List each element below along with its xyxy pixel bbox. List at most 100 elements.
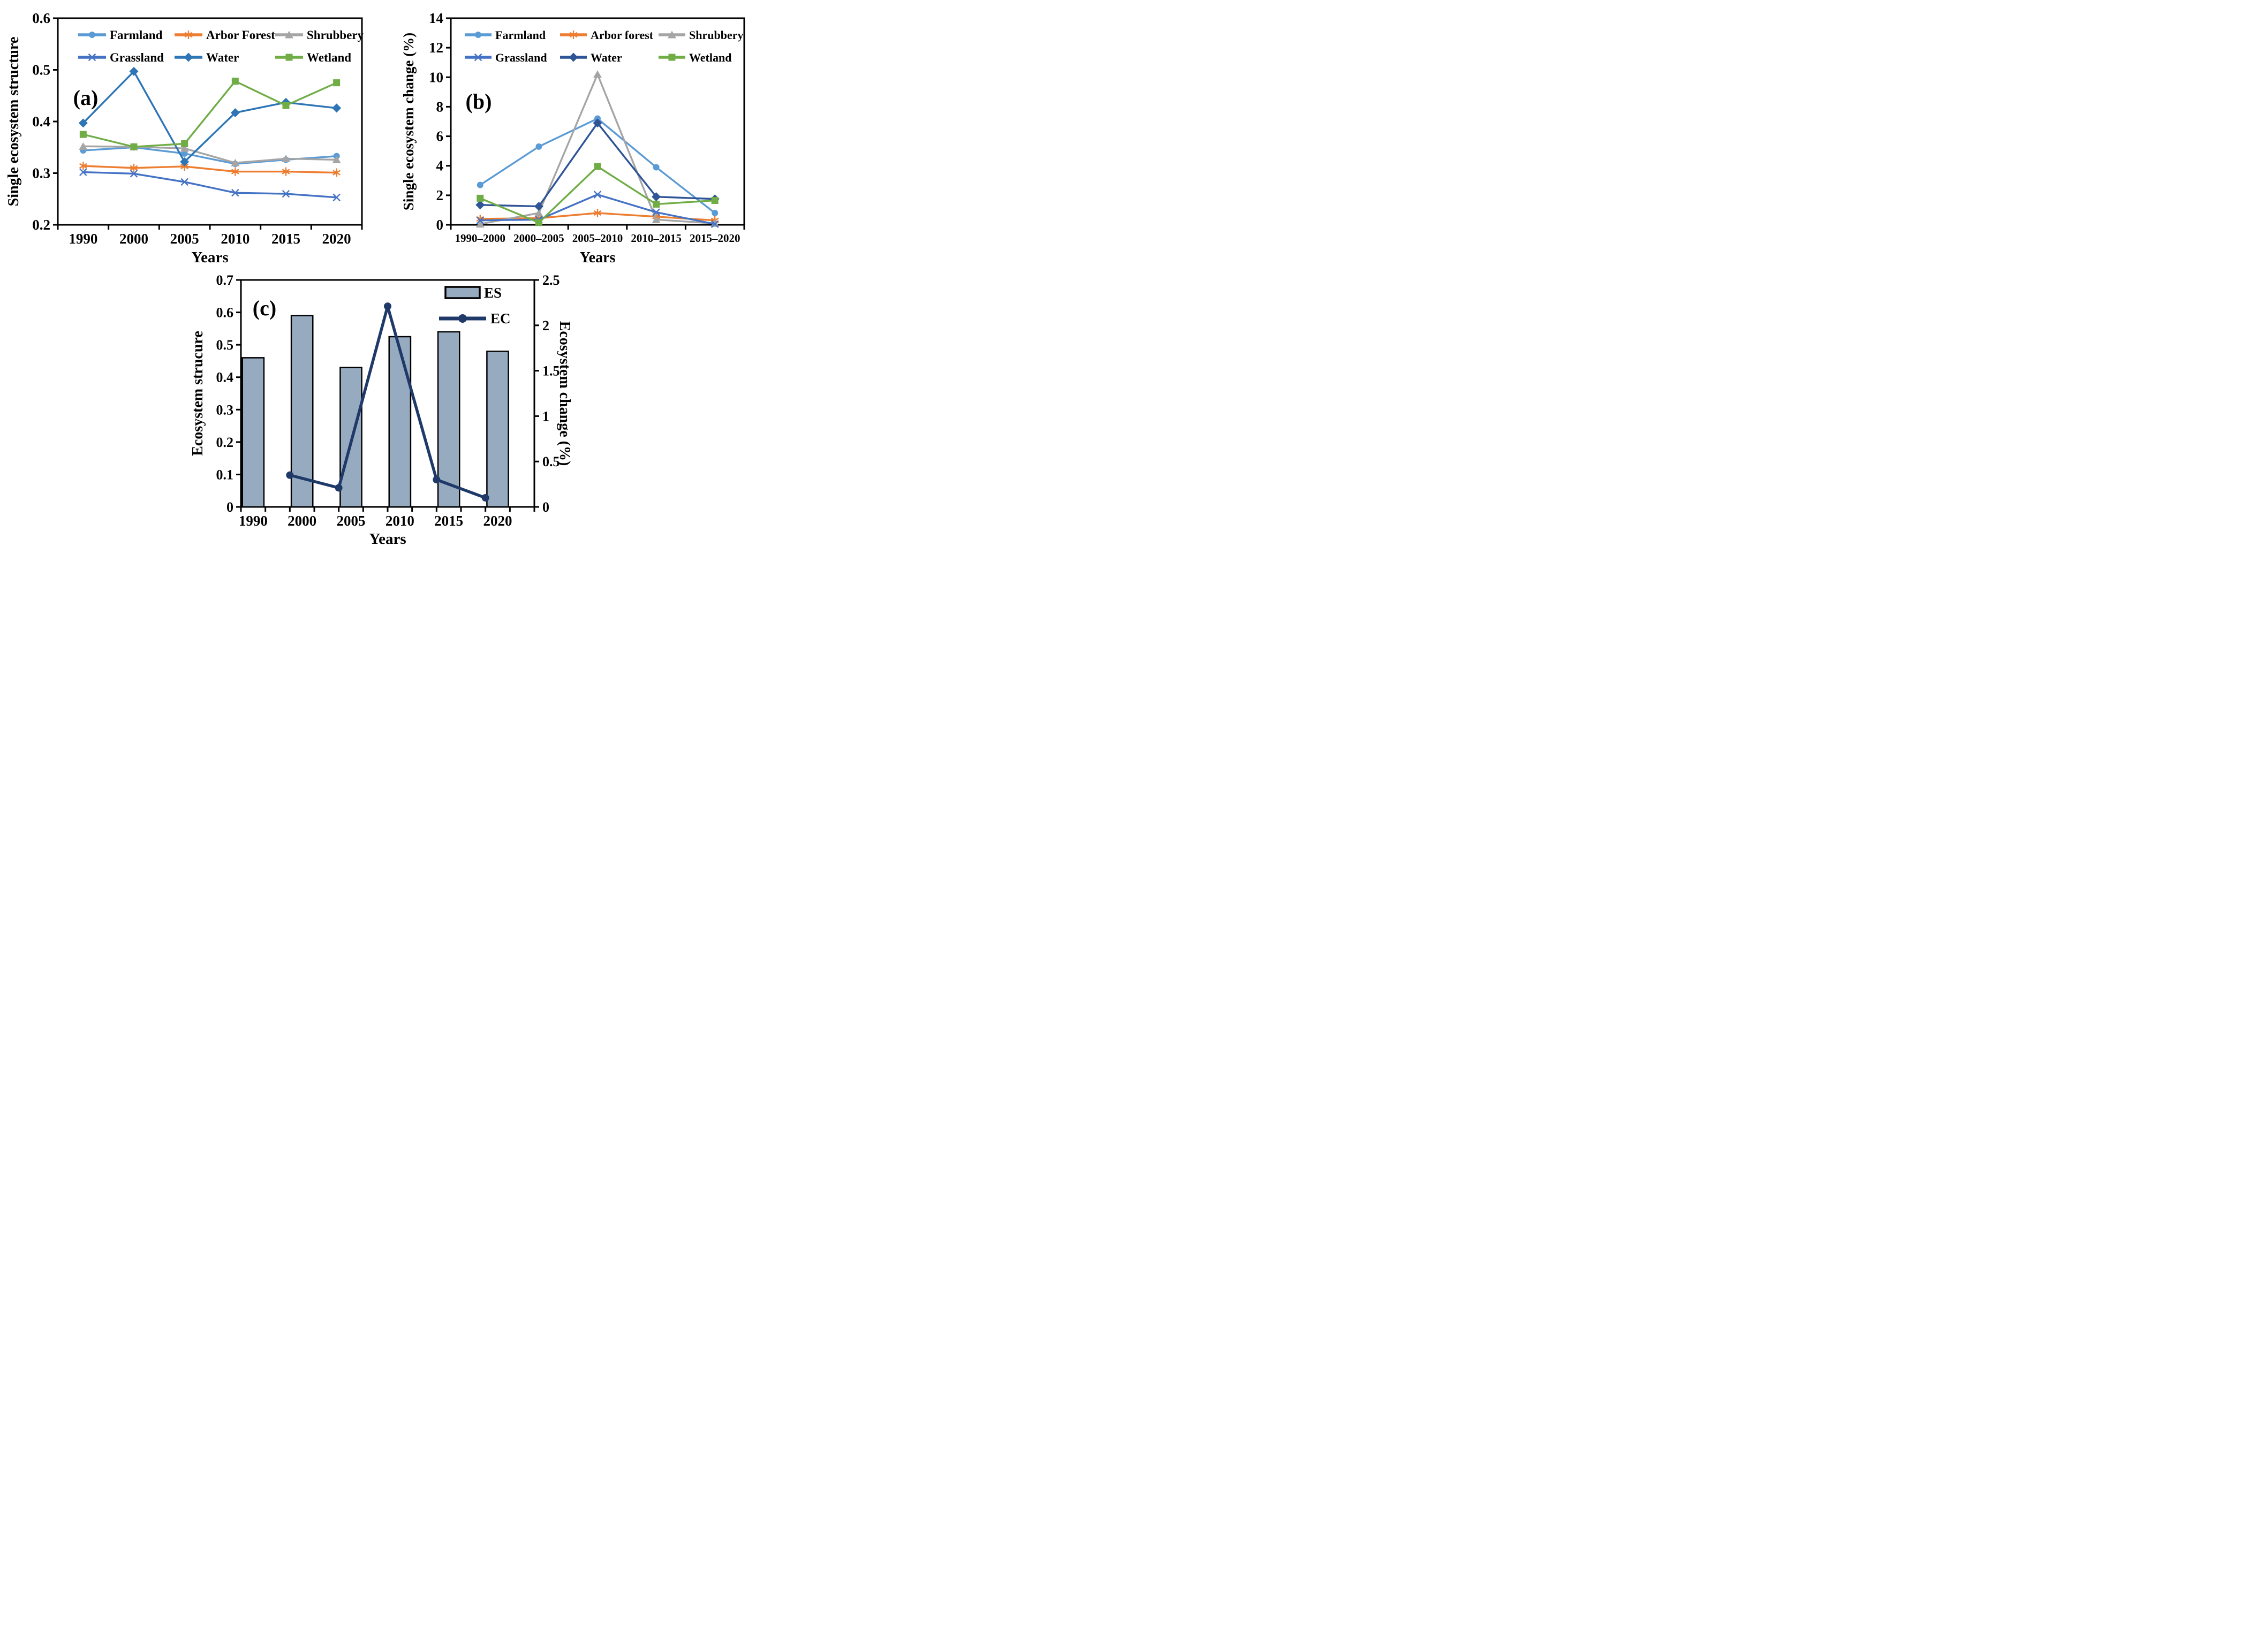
- series-wetland: [79, 78, 341, 150]
- triangle-marker-shrubbery: [180, 144, 189, 152]
- triangle-marker-shrubbery: [475, 220, 485, 228]
- y-tick-label: 0.6: [216, 305, 234, 321]
- bar-es-2015: [437, 331, 460, 508]
- square-marker-wetland: [333, 79, 341, 87]
- legend-label-water: Water: [206, 51, 239, 64]
- y-tick-label: 0.5: [216, 337, 234, 353]
- right-y-tick-label: 2.5: [542, 272, 560, 288]
- legend-label-farmland: Farmland: [110, 28, 163, 42]
- asterisk-marker-arbor-forest: [282, 167, 290, 176]
- triangle-marker-shrubbery: [710, 219, 720, 227]
- y-axis-title: Single ecosystem structure: [5, 37, 22, 207]
- legend-item-wetland: Wetland: [275, 51, 351, 64]
- asterisk-marker-arbor-forest: [130, 163, 138, 172]
- right-y-tick-label: 2: [542, 318, 549, 333]
- diamond-marker-water: [593, 118, 602, 128]
- y-tick-label: 0.2: [216, 435, 234, 450]
- diamond-marker-water: [78, 118, 88, 128]
- series-grassland: [476, 191, 719, 228]
- legend-marker-arbor-forest-stroke: [184, 32, 193, 38]
- legend-label-arbor-forest: Arbor Forest: [206, 28, 275, 42]
- y-tick-label: 4: [436, 158, 444, 174]
- x-tick-label: 2005: [337, 513, 366, 529]
- plot-frame: [450, 17, 745, 226]
- x-tick-label: 1990: [69, 231, 97, 247]
- triangle-marker-shrubbery: [282, 154, 290, 162]
- square-marker-wetland: [711, 197, 719, 204]
- legend-item-farmland: Farmland: [78, 28, 163, 42]
- legend-swatch-es: [444, 286, 481, 299]
- y-tick-label: 0: [436, 217, 444, 233]
- y-tick-label: 0.3: [32, 165, 50, 181]
- legend-marker-grassland-stroke: [474, 53, 482, 62]
- x-marker-grassland: [180, 178, 188, 186]
- legend-item-water: Water: [560, 51, 622, 64]
- circle-marker-farmland: [477, 181, 483, 188]
- y-tick-label: 12: [429, 40, 443, 56]
- legend-item-grassland: Grassland: [78, 51, 164, 64]
- bar-es-1990: [241, 357, 265, 508]
- x-marker-grassland-stroke: [231, 188, 239, 197]
- square-marker-wetland: [594, 163, 601, 170]
- legend-marker-grassland-stroke: [88, 53, 96, 62]
- diamond-marker-water: [534, 202, 543, 211]
- y-tick-label: 0.3: [216, 402, 234, 418]
- y-tick-label: 0.6: [32, 10, 50, 26]
- x-tick-label: 1990: [239, 513, 268, 529]
- x-marker-grassland: [79, 168, 87, 176]
- bar-es-2020: [486, 351, 509, 508]
- right-y-tick-label: 0.5: [542, 454, 560, 469]
- series-line-shrubbery: [480, 73, 715, 225]
- asterisk-marker-arbor-forest-stroke: [282, 169, 290, 174]
- x-marker-grassland-stroke: [79, 168, 87, 176]
- series-shrubbery: [79, 142, 341, 166]
- series-grassland: [79, 168, 341, 202]
- legend-marker-water: [184, 52, 193, 62]
- x-tick-label: 2005–2010: [572, 232, 623, 245]
- x-marker-grassland-stroke: [593, 191, 602, 199]
- x-tick-label: 2005: [170, 231, 199, 247]
- diamond-marker-water: [652, 192, 661, 202]
- bar-es-2010: [388, 336, 412, 508]
- diamond-marker-water: [475, 200, 485, 210]
- x-axis-title: Years: [191, 249, 228, 266]
- legend-marker-water: [569, 52, 578, 62]
- circle-marker-farmland: [712, 209, 719, 216]
- chart-c-ecosystem-structure-and-change: 0 0.1 0.2 0.3 0.4 0.5 0.6 0.7 0 0.5 1 1.5 2 2.5 1990 20…: [190, 272, 573, 547]
- legend-item-water: Water: [175, 51, 239, 64]
- chart-b-single-ecosystem-change: 0 2 4 6 8 10 12 14 1990–2000 2000–2005 2005–2010 20…: [400, 10, 745, 266]
- triangle-marker-shrubbery: [231, 158, 240, 166]
- legend-item-shrubbery: Shrubbery: [659, 28, 743, 42]
- x-marker-grassland-stroke: [476, 216, 485, 224]
- y-tick-label: 0: [226, 499, 233, 515]
- y-tick-label: 10: [429, 69, 443, 85]
- circle-marker-farmland: [653, 164, 660, 171]
- circle-marker-ec: [335, 484, 343, 492]
- x-tick-label: 2015–2020: [690, 232, 740, 245]
- asterisk-marker-arbor-forest: [332, 168, 341, 177]
- legend-marker-grassland: [474, 53, 482, 62]
- right-y-tick-label: 1: [542, 408, 549, 424]
- legend-label-es: ES: [484, 285, 502, 301]
- legend-marker-farmland: [475, 32, 481, 38]
- legend-label-shrubbery: Shrubbery: [307, 28, 364, 42]
- legend-marker-arbor-forest-stroke: [569, 32, 578, 38]
- legend-marker-ec: [458, 314, 467, 323]
- x-marker-grassland: [332, 193, 341, 202]
- x-marker-grassland: [231, 188, 239, 197]
- legend-label-ec: EC: [490, 310, 511, 327]
- square-marker-wetland: [653, 200, 660, 208]
- x-marker-grassland-stroke: [710, 220, 719, 228]
- right-y-tick-label: 0: [542, 499, 549, 515]
- x-marker-grassland: [282, 189, 290, 198]
- y-tick-label: 14: [429, 10, 443, 26]
- legend-label-grassland: Grassland: [495, 51, 547, 64]
- x-tick-label: 2020: [322, 231, 351, 247]
- x-tick-label: 2020: [483, 513, 512, 529]
- triangle-marker-shrubbery: [593, 70, 602, 78]
- x-marker-grassland: [652, 208, 660, 216]
- x-marker-grassland: [130, 170, 138, 178]
- series-shrubbery: [475, 70, 720, 228]
- square-marker-wetland: [181, 140, 188, 147]
- diamond-marker-water: [332, 103, 342, 113]
